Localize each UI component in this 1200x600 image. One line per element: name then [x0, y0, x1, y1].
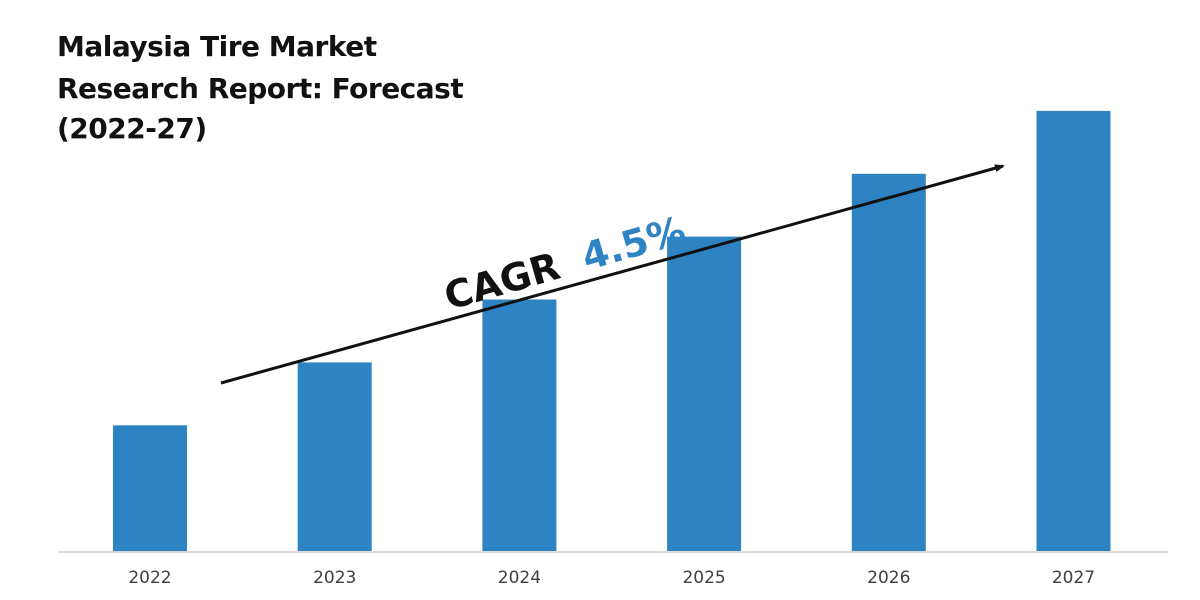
- chart-title-line-2: Research Report: Forecast: [57, 72, 463, 105]
- x-axis-tick-labels: 2022 2023 2024 2025 2026 2027: [128, 568, 1095, 588]
- x-tick-label-2026: 2026: [867, 568, 910, 588]
- x-tick-label-2027: 2027: [1052, 568, 1095, 588]
- bar-2026: [851, 173, 926, 552]
- trend-arrow: [220, 164, 1005, 385]
- chart-title-line-3: (2022-27): [57, 112, 207, 145]
- bar-2025: [667, 236, 742, 551]
- bars-layer: [113, 110, 1111, 552]
- chart-title: Malaysia Tire Market Research Report: Fo…: [57, 30, 464, 145]
- bar-2024: [482, 299, 557, 551]
- bar-2022: [113, 425, 187, 552]
- x-tick-label-2025: 2025: [682, 568, 725, 588]
- bar-2027: [1036, 110, 1111, 552]
- x-tick-label-2022: 2022: [128, 568, 171, 588]
- x-tick-label-2024: 2024: [498, 568, 541, 588]
- chart-title-line-1: Malaysia Tire Market: [57, 30, 377, 63]
- bar-2023: [297, 362, 372, 551]
- x-tick-label-2023: 2023: [313, 568, 356, 588]
